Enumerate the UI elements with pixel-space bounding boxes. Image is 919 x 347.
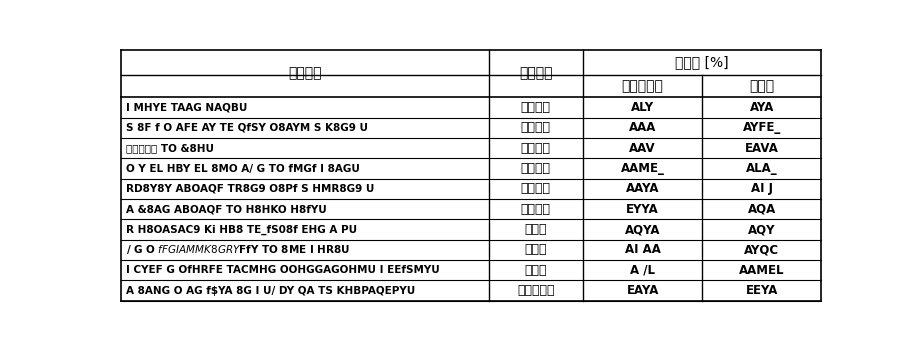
Text: RD8Y8Y ABOAQF TR8G9 O8Pf S HMR8G9 U: RD8Y8Y ABOAQF TR8G9 O8Pf S HMR8G9 U	[126, 184, 374, 194]
Text: ジャンル: ジャンル	[519, 67, 552, 81]
Text: EEYA: EEYA	[745, 284, 778, 297]
Text: AAME_: AAME_	[620, 162, 664, 175]
Text: 検出率 [%]: 検出率 [%]	[675, 55, 729, 69]
Text: AYQC: AYQC	[744, 244, 779, 256]
Text: タイトル: タイトル	[288, 67, 322, 81]
Text: AAA: AAA	[629, 121, 656, 134]
Text: I CYEF G OfHRFE TACMHG OOHGGAGOHMU I EEfSMYU: I CYEF G OfHRFE TACMHG OOHGGAGOHMU I EEf…	[126, 265, 439, 275]
Text: AI J: AI J	[751, 183, 773, 195]
Text: AYA: AYA	[750, 101, 774, 114]
Text: EAVA: EAVA	[745, 142, 778, 155]
Text: R H8OASAC9 Ki HB8 TE_fS08f EHG A PU: R H8OASAC9 Ki HB8 TE_fS08f EHG A PU	[126, 225, 357, 235]
Text: ベース: ベース	[749, 79, 775, 93]
Text: ピュラー: ピュラー	[521, 203, 550, 216]
Text: I MHYE TAAG NAQBU: I MHYE TAAG NAQBU	[126, 103, 247, 112]
Text: ジャズ: ジャズ	[525, 244, 547, 256]
Text: A &8AG ABOAQF TO H8HKO H8fYU: A &8AG ABOAQF TO H8HKO H8fYU	[126, 204, 326, 214]
Text: ALA_: ALA_	[746, 162, 777, 175]
Text: AQYA: AQYA	[625, 223, 661, 236]
Text: ピュラー: ピュラー	[521, 121, 550, 134]
Text: AAYA: AAYA	[626, 183, 660, 195]
Text: EYYA: EYYA	[627, 203, 659, 216]
Text: O Y EL HBY EL 8MO A/ G TO fMGf I 8AGU: O Y EL HBY EL 8MO A/ G TO fMGf I 8AGU	[126, 163, 359, 174]
Text: A /L: A /L	[630, 264, 655, 277]
Text: AYFE_: AYFE_	[743, 121, 781, 134]
Text: ALY: ALY	[631, 101, 654, 114]
Text: クラシック: クラシック	[517, 284, 554, 297]
Text: ジャズ: ジャズ	[525, 264, 547, 277]
Text: AAV: AAV	[630, 142, 656, 155]
Text: AAMEL: AAMEL	[739, 264, 785, 277]
Text: S 8F f O AFE AY TE QfSY O8AYM S K8G9 U: S 8F f O AFE AY TE QfSY O8AYM S K8G9 U	[126, 123, 368, 133]
Text: ピュラー: ピュラー	[521, 142, 550, 155]
Text: A 8ANG O AG f$YA 8G I U/ DY QA TS KHBPAQEPYU: A 8ANG O AG f$YA 8G I U/ DY QA TS KHBPAQ…	[126, 286, 414, 296]
Text: AI AA: AI AA	[625, 244, 661, 256]
Text: AQY: AQY	[748, 223, 776, 236]
Text: ピュラー: ピュラー	[521, 162, 550, 175]
Text: / G O $fFG I AMMK8G RY$FfY TO 8ME I HR8U: / G O $fFG I AMMK8G RY$FfY TO 8ME I HR8U	[126, 244, 349, 256]
Text: EAYA: EAYA	[627, 284, 659, 297]
Text: ジャズ: ジャズ	[525, 223, 547, 236]
Text: ピュラー: ピュラー	[521, 183, 550, 195]
Text: AQA: AQA	[748, 203, 776, 216]
Text: 星の降る丘 TO &8HU: 星の降る丘 TO &8HU	[126, 143, 213, 153]
Text: ピュラー: ピュラー	[521, 101, 550, 114]
Text: メロディー: メロディー	[622, 79, 664, 93]
